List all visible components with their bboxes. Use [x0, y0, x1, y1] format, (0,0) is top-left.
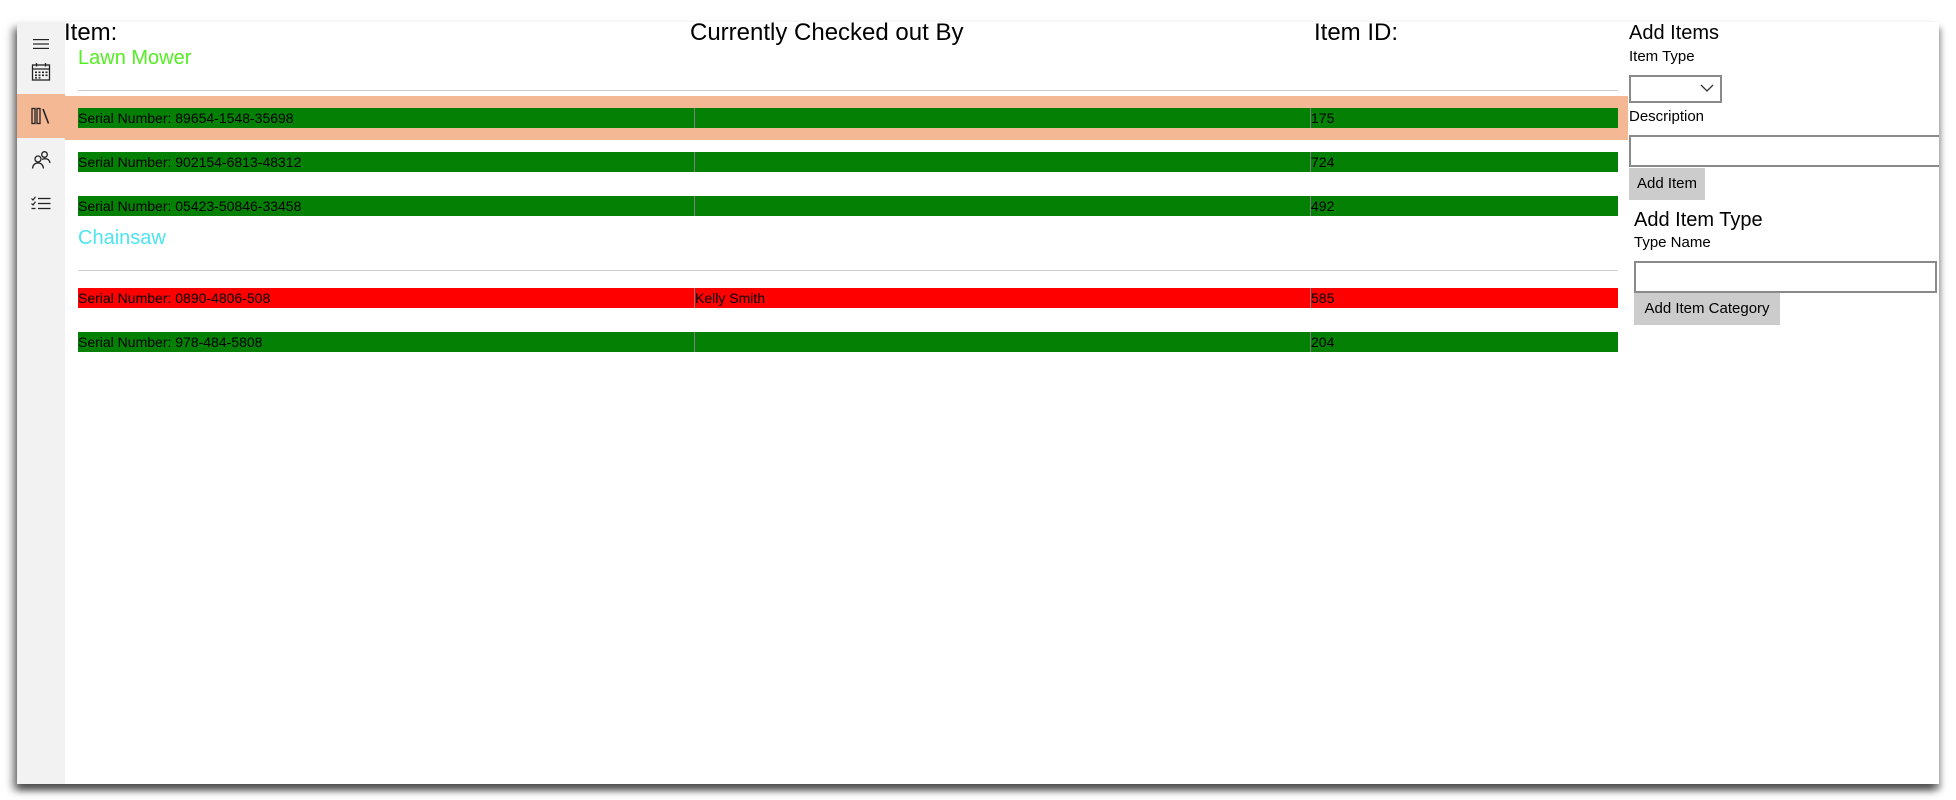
group-divider [78, 270, 1618, 271]
group-divider [78, 90, 1618, 91]
hamburger-menu-button[interactable] [17, 22, 65, 66]
nav-item-library[interactable] [17, 94, 65, 138]
checked-out-by-cell [694, 108, 1310, 128]
hamburger-menu-icon [33, 39, 49, 49]
column-header-item-id: Item ID: [1314, 22, 1399, 46]
item-id-cell: 175 [1310, 108, 1618, 128]
people-icon [31, 151, 51, 169]
serial-number-cell: Serial Number: 902154-6813-48312 [78, 154, 302, 170]
item-id-cell: 492 [1310, 196, 1618, 216]
column-header-checked-out-by: Currently Checked out By [690, 22, 964, 46]
serial-number-cell: Serial Number: 0890-4806-508 [78, 290, 271, 306]
item-type-combobox[interactable] [1629, 75, 1722, 103]
item-id-cell: 204 [1310, 332, 1618, 352]
library-icon [31, 107, 50, 125]
app-window: Item: Currently Checked out By Item ID: … [17, 22, 1939, 784]
checked-out-by-cell [694, 332, 1310, 352]
add-item-category-button[interactable]: Add Item Category [1634, 293, 1780, 325]
nav-item-checklist[interactable] [17, 182, 65, 226]
table-row[interactable]: Serial Number: 05423-50846-33458 492 [78, 196, 1618, 216]
chevron-down-icon [1700, 84, 1714, 92]
type-name-input[interactable] [1634, 261, 1937, 293]
table-row[interactable]: Serial Number: 978-484-5808 204 [78, 332, 1618, 352]
item-id-cell: 585 [1310, 288, 1618, 308]
checked-out-by-cell: Kelly Smith [694, 288, 1310, 308]
table-row[interactable]: Serial Number: 0890-4806-508 Kelly Smith… [78, 288, 1618, 308]
checklist-icon [31, 196, 51, 210]
nav-item-calendar[interactable] [17, 50, 65, 94]
description-input[interactable] [1629, 135, 1939, 167]
add-items-title: Add Items [1629, 22, 1720, 44]
table-row[interactable]: Serial Number: 89654-1548-35698 175 [78, 108, 1618, 128]
add-item-button[interactable]: Add Item [1629, 168, 1705, 200]
serial-number-cell: Serial Number: 05423-50846-33458 [78, 198, 302, 214]
nav-rail [17, 22, 65, 784]
checked-out-by-cell [694, 196, 1310, 216]
serial-number-cell: Serial Number: 89654-1548-35698 [78, 110, 294, 126]
serial-number-cell: Serial Number: 978-484-5808 [78, 334, 263, 350]
type-name-label: Type Name [1634, 234, 1711, 251]
item-id-cell: 724 [1310, 152, 1618, 172]
item-type-label: Item Type [1629, 48, 1695, 65]
group-title-lawn-mower: Lawn Mower [78, 47, 192, 69]
description-label: Description [1629, 108, 1705, 125]
calendar-icon [31, 63, 51, 81]
checked-out-by-cell [694, 152, 1310, 172]
group-title-chainsaw: Chainsaw [78, 227, 166, 249]
nav-item-people[interactable] [17, 138, 65, 182]
table-row[interactable]: Serial Number: 902154-6813-48312 724 [78, 152, 1618, 172]
column-header-item: Item: [64, 22, 118, 46]
add-item-type-title: Add Item Type [1634, 209, 1763, 231]
